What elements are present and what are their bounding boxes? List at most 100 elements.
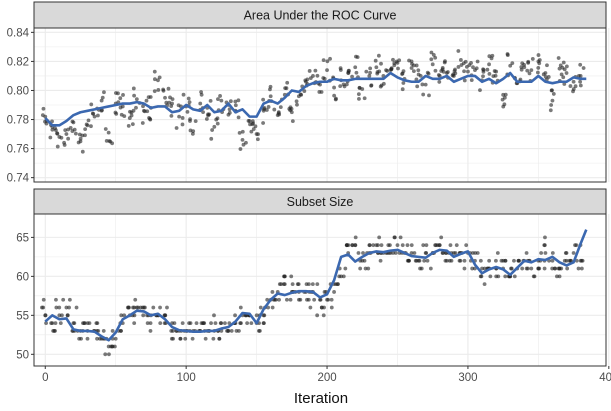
scatter-point xyxy=(406,258,411,263)
scatter-point xyxy=(339,274,344,279)
scatter-point xyxy=(325,68,329,73)
scatter-point xyxy=(203,336,208,341)
scatter-point xyxy=(277,282,282,287)
scatter-point xyxy=(322,305,326,310)
scatter-point xyxy=(57,313,62,318)
scatter-point xyxy=(400,87,405,92)
scatter-point xyxy=(285,297,289,302)
scatter-point xyxy=(542,266,547,271)
scatter-point xyxy=(487,71,492,76)
scatter-point xyxy=(100,95,105,100)
scatter-point xyxy=(237,131,242,135)
scatter-point xyxy=(53,321,58,326)
scatter-point xyxy=(421,243,426,248)
scatter-point xyxy=(289,274,294,279)
scatter-point xyxy=(491,74,496,79)
scatter-point xyxy=(571,79,576,84)
scatter-point xyxy=(421,92,426,97)
scatter-point xyxy=(311,74,315,78)
scatter-point xyxy=(302,89,307,93)
scatter-point xyxy=(290,119,295,123)
scatter-point xyxy=(208,98,213,103)
scatter-point xyxy=(254,313,259,318)
scatter-point xyxy=(321,58,326,63)
scatter-point xyxy=(132,305,137,310)
scatter-point xyxy=(82,321,87,326)
scatter-point xyxy=(202,321,207,326)
x-tick-label: 0 xyxy=(42,372,48,384)
scatter-point xyxy=(132,93,137,98)
scatter-point xyxy=(512,258,516,263)
scatter-point xyxy=(96,113,100,118)
scatter-point xyxy=(409,59,414,64)
scatter-point xyxy=(494,258,498,263)
scatter-point xyxy=(401,69,406,74)
scatter-point xyxy=(186,96,191,101)
scatter-point xyxy=(261,313,266,318)
scatter-point xyxy=(424,243,429,248)
scatter-point xyxy=(385,69,390,73)
scatter-point xyxy=(551,92,556,96)
y-tick-label: 0.82 xyxy=(7,56,29,68)
facet-strip xyxy=(33,188,607,215)
scatter-point xyxy=(350,243,355,248)
scatter-point xyxy=(542,243,547,248)
scatter-point xyxy=(464,243,469,248)
scatter-point xyxy=(199,92,204,97)
panels: 0.74 0.76 0.78 0.80 0.82 0.84 Area Under the R… xyxy=(7,1,610,367)
scatter-point xyxy=(482,282,487,287)
scatter-point xyxy=(549,103,554,107)
scatter-point xyxy=(321,313,326,318)
scatter-point xyxy=(578,74,583,78)
scatter-point xyxy=(277,297,281,302)
scatter-point xyxy=(379,61,383,66)
scatter-point xyxy=(377,235,382,240)
scatter-point xyxy=(475,59,480,64)
scatter-point xyxy=(562,67,567,72)
scatter-point xyxy=(103,352,108,357)
scatter-point xyxy=(315,313,320,318)
scatter-point xyxy=(132,321,137,326)
scatter-point xyxy=(73,131,78,136)
scatter-point xyxy=(228,99,233,104)
scatter-point xyxy=(462,78,467,83)
scatter-point xyxy=(409,251,414,255)
scatter-point xyxy=(437,80,442,84)
scatter-point xyxy=(284,86,289,91)
scatter-point xyxy=(357,96,361,101)
scatter-point xyxy=(212,124,217,129)
scatter-point xyxy=(103,127,108,131)
scatter-point xyxy=(99,108,104,113)
scatter-point xyxy=(131,86,136,91)
scatter-point xyxy=(223,321,227,326)
scatter-point xyxy=(57,305,62,310)
scatter-point xyxy=(217,336,222,341)
scatter-point xyxy=(462,266,467,271)
scatter-point xyxy=(374,65,379,70)
scatter-point xyxy=(485,67,490,72)
scatter-point xyxy=(55,144,60,149)
scatter-point xyxy=(363,266,368,271)
scatter-point xyxy=(120,104,125,109)
scatter-point xyxy=(564,64,569,69)
scatter-point xyxy=(441,251,445,255)
scatter-point xyxy=(240,137,245,142)
x-tick-label: 300 xyxy=(458,372,477,384)
scatter-point xyxy=(64,132,69,136)
scatter-point xyxy=(364,69,369,74)
scatter-point xyxy=(54,297,58,302)
scatter-point xyxy=(219,98,224,103)
scatter-point xyxy=(152,77,157,82)
scatter-point xyxy=(568,84,573,88)
scatter-point xyxy=(119,313,124,318)
scatter-point xyxy=(170,101,174,106)
scatter-point xyxy=(414,63,419,68)
scatter-point xyxy=(145,109,150,114)
scatter-point xyxy=(556,56,561,60)
scatter-point xyxy=(87,321,92,326)
scatter-point xyxy=(557,266,562,271)
y-tick-label: 60 xyxy=(16,271,29,283)
scatter-point xyxy=(393,251,398,255)
scatter-point xyxy=(304,282,309,287)
scatter-point xyxy=(148,329,153,333)
